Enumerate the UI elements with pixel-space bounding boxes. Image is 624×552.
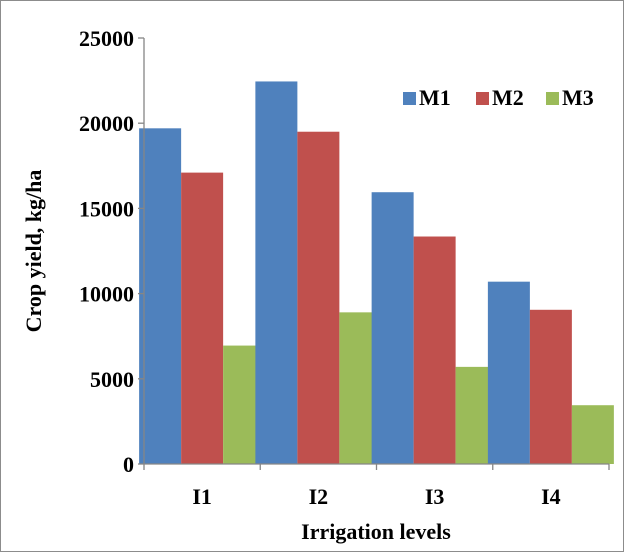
y-tick-label: 15000 xyxy=(79,196,134,221)
bar-m1-i3 xyxy=(371,192,414,464)
legend-swatch-m3 xyxy=(546,92,559,105)
y-tick-label: 20000 xyxy=(79,111,134,136)
y-axis-ticks: 0 5000 10000 15000 20000 25000 xyxy=(79,26,144,477)
legend-swatch-m2 xyxy=(476,92,489,105)
x-tick-label: I4 xyxy=(541,484,561,509)
legend: M1 M2 M3 xyxy=(403,85,594,110)
bar-m2-i3 xyxy=(413,236,456,464)
legend-swatch-m1 xyxy=(403,92,416,105)
y-tick-label: 5000 xyxy=(90,367,134,392)
bar-m3-i4 xyxy=(571,405,614,464)
bar-m1-i4 xyxy=(487,281,530,464)
y-tick-label: 0 xyxy=(123,452,134,477)
x-tick-label: I1 xyxy=(192,484,212,509)
x-tick-label: I3 xyxy=(425,484,445,509)
bars-group xyxy=(139,81,614,465)
y-axis-title: Crop yield, kg/ha xyxy=(21,170,46,333)
bar-m2-i1 xyxy=(181,172,224,464)
legend-label-m3: M3 xyxy=(562,85,594,110)
legend-label-m1: M1 xyxy=(419,85,451,110)
x-axis-ticks: I1 I2 I3 I4 xyxy=(143,464,610,509)
x-tick-label: I2 xyxy=(309,484,329,509)
y-tick-label: 10000 xyxy=(79,282,134,307)
y-tick-label: 25000 xyxy=(79,26,134,51)
legend-label-m2: M2 xyxy=(492,85,524,110)
bar-m2-i2 xyxy=(297,131,340,464)
x-axis-title: Irrigation levels xyxy=(301,519,451,544)
bar-m1-i2 xyxy=(255,81,298,465)
bar-m2-i4 xyxy=(529,309,572,464)
bar-m1-i1 xyxy=(139,128,182,464)
